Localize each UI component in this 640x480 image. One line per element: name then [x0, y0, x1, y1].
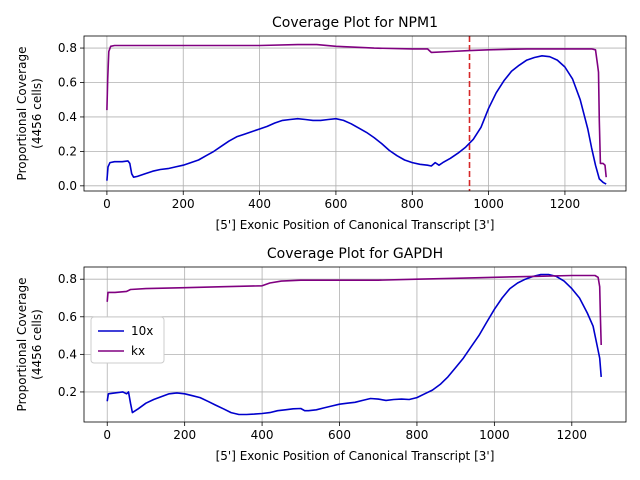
chart2-ylabel-unit: (4456 cells) [30, 309, 44, 380]
chart2-xtick-label: 1200 [557, 428, 588, 442]
chart2-xtick-label: 1000 [479, 428, 510, 442]
chart1-xtick-label: 600 [324, 197, 347, 211]
chart2-xtick-label: 400 [251, 428, 274, 442]
chart2-ytick-label: 0.8 [58, 272, 77, 286]
chart1-xtick-label: 400 [248, 197, 271, 211]
chart2-legend-label-10x: 10x [131, 324, 153, 338]
chart1-ytick-label: 0.4 [58, 110, 77, 124]
chart1-xtick-label: 200 [172, 197, 195, 211]
chart2-xlabel: [5'] Exonic Position of Canonical Transc… [216, 449, 495, 463]
chart1-xtick-label: 800 [401, 197, 424, 211]
chart1-ylabel-unit: (4456 cells) [30, 78, 44, 149]
chart1-xlabel: [5'] Exonic Position of Canonical Transc… [216, 218, 495, 232]
chart2-ytick-label: 0.4 [58, 347, 77, 361]
chart1-xtick-label: 1200 [550, 197, 581, 211]
chart2-xtick-label: 0 [103, 428, 111, 442]
chart1-plot-frame [83, 35, 627, 192]
chart2-title: Coverage Plot for GAPDH [267, 246, 443, 262]
chart1-series-10x [106, 55, 607, 185]
chart1-ytick-label: 0.0 [58, 179, 77, 193]
chart2-ylabel: Proportional Coverage [15, 278, 29, 412]
chart2-xtick-label: 800 [405, 428, 428, 442]
chart1-title: Coverage Plot for NPM1 [272, 15, 438, 31]
chart1-xtick-label: 1000 [473, 197, 504, 211]
chart2-ytick-label: 0.6 [58, 310, 77, 324]
chart2-xtick-label: 200 [173, 428, 196, 442]
chart2-ytick-label: 0.2 [58, 385, 77, 399]
chart1-ytick-label: 0.2 [58, 144, 77, 158]
chart2-plot-frame [83, 266, 627, 423]
chart1-ytick-label: 0.6 [58, 76, 77, 90]
chart2-xtick-label: 600 [328, 428, 351, 442]
chart2-legend-label-kx: kx [131, 344, 145, 358]
chart1-xtick-label: 0 [103, 197, 111, 211]
chart2-series-10x [106, 273, 602, 416]
chart2-series-kx [106, 274, 602, 346]
chart1-ylabel: Proportional Coverage [15, 47, 29, 181]
chart1-series-kx [106, 43, 607, 178]
chart1-ytick-label: 0.8 [58, 41, 77, 55]
